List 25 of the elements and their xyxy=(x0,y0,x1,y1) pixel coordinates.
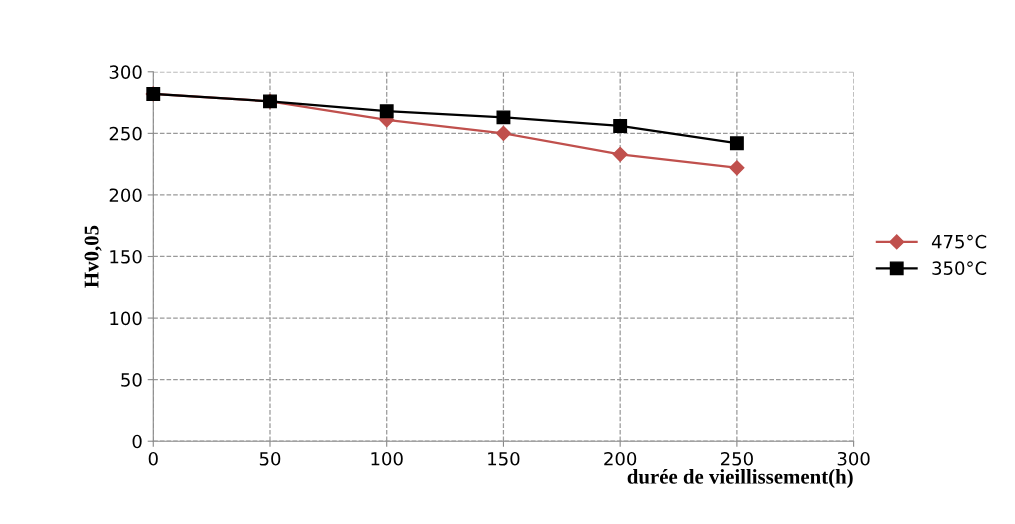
y-tick-label: 50 xyxy=(121,373,142,387)
x-tick-label: 300 xyxy=(837,451,870,466)
y-tick-label: 150 xyxy=(110,249,142,264)
x-tick-label: 50 xyxy=(259,451,281,466)
x-tick-label: 200 xyxy=(604,451,637,466)
y-tick-label: 250 xyxy=(109,126,142,141)
y-tick-label: 200 xyxy=(109,188,142,203)
point xyxy=(613,119,628,133)
x-tick-label: 250 xyxy=(720,451,753,466)
point xyxy=(495,125,512,141)
y-tick-label: 0 xyxy=(132,434,142,449)
legend-label: 475°C xyxy=(931,234,987,249)
y-tick-label: 300 xyxy=(109,65,142,79)
y-tick-label: 100 xyxy=(110,311,142,326)
point xyxy=(729,160,745,176)
point xyxy=(379,104,394,119)
y-axis-title: Hv0,05 xyxy=(84,225,102,288)
x-tick-label: 100 xyxy=(371,451,403,466)
x-tick-label: 0 xyxy=(148,451,158,466)
point xyxy=(496,110,511,125)
point xyxy=(729,136,744,151)
x-tick-label: 150 xyxy=(488,451,520,466)
x-axis-title: durée de vieillissement(h) xyxy=(627,469,853,489)
legend-label: 350°C xyxy=(932,261,987,275)
point xyxy=(612,146,628,162)
